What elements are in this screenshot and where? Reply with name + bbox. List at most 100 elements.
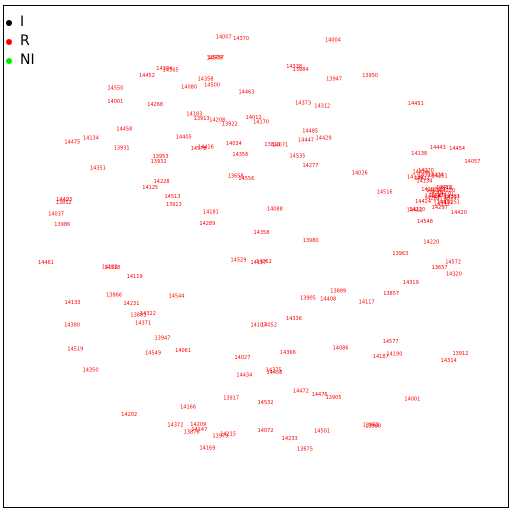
data-label: 14103 xyxy=(102,265,118,271)
data-label: 14319 xyxy=(403,280,419,286)
data-label: 14447 xyxy=(298,138,314,144)
data-label: 14579 xyxy=(207,55,223,61)
data-label: 13912 xyxy=(453,351,469,357)
legend-marker xyxy=(6,19,12,26)
data-label: 13979 xyxy=(213,433,229,439)
data-label: 14513 xyxy=(165,194,181,200)
data-label: 14549 xyxy=(145,351,161,357)
data-label: 14556 xyxy=(238,176,254,182)
data-label: 13913 xyxy=(194,116,210,122)
data-label: 14485 xyxy=(302,128,318,134)
data-label: 14262 xyxy=(256,259,272,265)
data-label: 13986 xyxy=(54,222,70,228)
data-label: 14297 xyxy=(444,195,460,201)
data-label: 14424 xyxy=(415,199,431,205)
data-label: 14429 xyxy=(316,136,332,142)
data-label: 14405 xyxy=(176,135,192,141)
data-label: 14351 xyxy=(90,166,106,172)
data-label: 14351 xyxy=(444,194,460,200)
data-label: 13657 xyxy=(432,265,448,271)
data-label: 14007 xyxy=(216,34,232,40)
data-label: 14127 xyxy=(251,260,267,266)
data-label: 14012 xyxy=(246,115,262,121)
legend-item-ni: NI xyxy=(6,51,35,70)
legend-marker xyxy=(6,57,12,64)
data-label: 14476 xyxy=(312,392,328,398)
data-label: 14220 xyxy=(439,188,455,194)
data-label: 13857 xyxy=(383,291,399,297)
data-label: 14277 xyxy=(303,163,319,169)
data-label: 14001 xyxy=(107,99,123,105)
data-label: 14134 xyxy=(407,175,423,181)
data-label: 13852 xyxy=(56,200,72,206)
data-label: 14301 xyxy=(429,190,445,196)
legend-label: R xyxy=(20,33,30,49)
data-label: 14380 xyxy=(64,323,80,329)
data-label: 14532 xyxy=(258,400,274,406)
data-label: 13913 xyxy=(166,202,182,208)
data-label: 14408 xyxy=(320,296,336,302)
data-label: 13988 xyxy=(365,424,381,430)
data-label: 14375 xyxy=(266,368,282,374)
data-label: 14181 xyxy=(203,209,219,215)
data-label: 13922 xyxy=(222,122,238,128)
data-label: 14231 xyxy=(124,301,140,307)
data-label: 14071 xyxy=(272,142,288,148)
data-label: 14535 xyxy=(290,153,306,159)
data-label: 14500 xyxy=(204,83,220,89)
data-label: 14411 xyxy=(407,208,423,214)
plot-border xyxy=(3,5,509,508)
legend-item-r: R xyxy=(6,32,35,51)
data-label: 14301 xyxy=(418,173,434,179)
data-labels-group: 14578 14550 14080 13863 14579 14170 14535 14513… xyxy=(38,34,480,452)
data-label: 14548 xyxy=(417,219,433,225)
data-label: 14268 xyxy=(147,102,163,108)
data-label: 14220 xyxy=(409,207,425,213)
data-label: 14338 xyxy=(286,64,302,70)
data-label: 14166 xyxy=(180,405,196,411)
data-label: 14304 xyxy=(156,66,172,72)
data-label: 14358 xyxy=(198,77,214,83)
data-label: 14320 xyxy=(446,271,462,277)
data-label: 14572 xyxy=(445,259,461,265)
data-label: 14443 xyxy=(430,145,446,151)
data-label: 14372 xyxy=(167,423,183,429)
data-label: 14190 xyxy=(387,352,403,358)
data-label: 14202 xyxy=(121,412,137,418)
data-label: 14472 xyxy=(293,389,309,395)
data-label: 14420 xyxy=(451,210,467,216)
data-label: 14365 xyxy=(163,67,179,73)
data-label: 13917 xyxy=(223,395,239,401)
data-label: 13984 xyxy=(293,67,309,73)
data-label: 13905 xyxy=(326,395,342,401)
data-label: 14004 xyxy=(325,38,341,44)
data-label: 14107 xyxy=(251,323,267,329)
data-label: 14411 xyxy=(436,185,452,191)
data-label: 13863 xyxy=(363,423,379,429)
data-label: 14147 xyxy=(191,427,207,433)
data-label: 14424 xyxy=(428,173,444,179)
data-label: 14452 xyxy=(139,73,155,79)
data-label: 14518 xyxy=(104,265,120,271)
data-label: 13980 xyxy=(303,238,319,244)
data-label: 14350 xyxy=(83,367,99,373)
data-label: 14134 xyxy=(83,136,99,142)
data-label: 14061 xyxy=(175,348,191,354)
legend: I R NI xyxy=(6,13,35,70)
data-label: 14424 xyxy=(425,194,441,200)
data-label: 14088 xyxy=(267,207,283,213)
data-label: 14297 xyxy=(421,187,437,193)
data-label: 13950 xyxy=(362,73,378,79)
data-label: 14411 xyxy=(414,176,430,182)
data-label: 14578 xyxy=(191,146,207,152)
data-label: 13947 xyxy=(326,76,342,82)
legend-label: NI xyxy=(20,52,35,68)
data-label: 14351 xyxy=(432,173,448,179)
data-label: 14358 xyxy=(254,230,270,236)
data-label: 14550 xyxy=(108,85,124,91)
data-label: 14501 xyxy=(314,429,330,435)
data-label: 13963 xyxy=(392,251,408,257)
data-label: 13675 xyxy=(297,446,313,452)
data-label: 14209 xyxy=(190,422,206,428)
